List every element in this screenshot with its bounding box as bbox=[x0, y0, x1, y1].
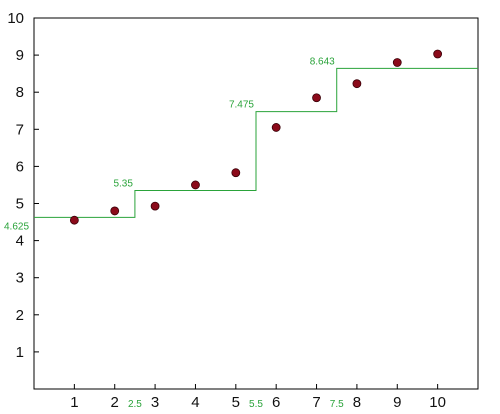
data-point bbox=[312, 93, 321, 103]
breakpoint-label: 2.5 bbox=[128, 399, 142, 410]
y-tick-label: 6 bbox=[16, 158, 24, 175]
y-tick-label: 7 bbox=[16, 121, 24, 138]
breakpoint-label: 5.5 bbox=[249, 399, 263, 410]
breakpoint-label: 7.5 bbox=[330, 399, 344, 410]
axes bbox=[33, 17, 479, 390]
step-value-label: 8.643 bbox=[310, 56, 335, 67]
y-tick-label: 4 bbox=[16, 233, 24, 250]
x-tick-label: 1 bbox=[70, 394, 78, 411]
data-point bbox=[271, 123, 281, 132]
y-tick-label: 8 bbox=[16, 84, 24, 101]
x-tick-label: 6 bbox=[272, 394, 280, 411]
plot-frame bbox=[33, 17, 479, 390]
data-point bbox=[150, 201, 160, 211]
data-point bbox=[191, 180, 200, 190]
scatter-points bbox=[69, 49, 443, 225]
data-point bbox=[392, 58, 402, 67]
x-tick-label: 8 bbox=[353, 394, 361, 411]
step-value-label: 5.35 bbox=[113, 179, 133, 190]
data-point bbox=[69, 215, 79, 225]
data-point bbox=[110, 206, 120, 216]
y-tick-label: 2 bbox=[16, 307, 24, 324]
y-tick-label: 9 bbox=[16, 47, 24, 64]
y-axis-ticks: 1 2 3 4 5 6 7 8 9 10 bbox=[7, 10, 39, 361]
data-point bbox=[352, 79, 362, 89]
x-axis-ticks: 1 2 3 4 5 6 7 8 9 10 bbox=[70, 384, 446, 411]
step-value-label: 4.625 bbox=[4, 221, 29, 232]
y-tick-label: 5 bbox=[16, 196, 24, 213]
data-point bbox=[433, 49, 443, 59]
x-tick-label: 9 bbox=[393, 394, 401, 411]
x-tick-label: 3 bbox=[151, 394, 159, 411]
step-function: 4.625 5.35 7.475 8.643 2.5 5.5 7.5 bbox=[4, 56, 478, 410]
y-tick-label: 3 bbox=[16, 270, 24, 287]
data-point bbox=[231, 168, 241, 178]
step-value-label: 7.475 bbox=[229, 100, 254, 111]
y-tick-label: 10 bbox=[7, 10, 24, 27]
x-tick-label: 10 bbox=[429, 394, 446, 411]
x-tick-label: 5 bbox=[232, 394, 240, 411]
x-tick-label: 7 bbox=[312, 394, 320, 411]
x-tick-label: 4 bbox=[191, 394, 199, 411]
x-tick-label: 2 bbox=[111, 394, 119, 411]
step-line bbox=[34, 67, 478, 218]
y-tick-label: 1 bbox=[16, 344, 24, 361]
